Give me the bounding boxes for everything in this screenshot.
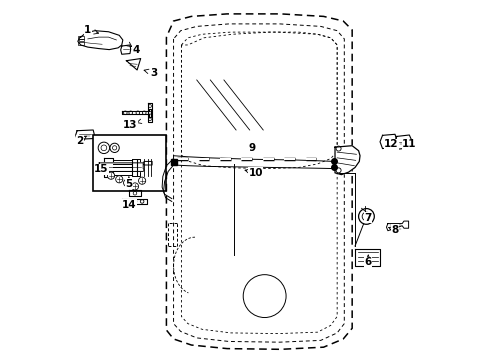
Bar bbox=[93, 135, 167, 192]
Text: 8: 8 bbox=[392, 225, 399, 235]
Polygon shape bbox=[394, 135, 412, 149]
Bar bbox=[78, 36, 83, 39]
Polygon shape bbox=[122, 109, 151, 117]
Circle shape bbox=[139, 177, 146, 184]
Polygon shape bbox=[148, 103, 152, 122]
Polygon shape bbox=[99, 161, 152, 171]
Circle shape bbox=[131, 183, 139, 190]
Circle shape bbox=[110, 143, 119, 153]
Text: 2: 2 bbox=[76, 136, 84, 146]
Polygon shape bbox=[122, 199, 147, 204]
Polygon shape bbox=[129, 190, 142, 196]
Polygon shape bbox=[335, 146, 360, 175]
Text: 7: 7 bbox=[365, 212, 372, 222]
Text: 1: 1 bbox=[84, 25, 92, 35]
Text: 9: 9 bbox=[248, 143, 256, 153]
Text: 14: 14 bbox=[122, 200, 136, 210]
Polygon shape bbox=[126, 59, 141, 70]
Text: 5: 5 bbox=[125, 179, 132, 189]
Text: 3: 3 bbox=[150, 68, 157, 78]
Text: 11: 11 bbox=[402, 139, 416, 149]
Text: 4: 4 bbox=[132, 45, 140, 55]
Polygon shape bbox=[121, 45, 131, 54]
Circle shape bbox=[359, 208, 374, 224]
Polygon shape bbox=[355, 249, 380, 266]
Bar bbox=[78, 39, 84, 41]
Polygon shape bbox=[78, 31, 123, 50]
Text: 15: 15 bbox=[94, 164, 109, 174]
Text: 13: 13 bbox=[122, 120, 137, 130]
Circle shape bbox=[98, 142, 110, 154]
Text: 12: 12 bbox=[384, 139, 399, 149]
Circle shape bbox=[123, 179, 131, 186]
Polygon shape bbox=[75, 130, 94, 139]
Polygon shape bbox=[132, 159, 140, 176]
Circle shape bbox=[107, 172, 115, 179]
Bar bbox=[78, 42, 83, 45]
Polygon shape bbox=[104, 158, 113, 177]
Text: 6: 6 bbox=[365, 257, 372, 267]
Polygon shape bbox=[387, 221, 409, 231]
Polygon shape bbox=[380, 134, 397, 149]
Circle shape bbox=[116, 176, 123, 183]
Text: 10: 10 bbox=[248, 168, 263, 178]
